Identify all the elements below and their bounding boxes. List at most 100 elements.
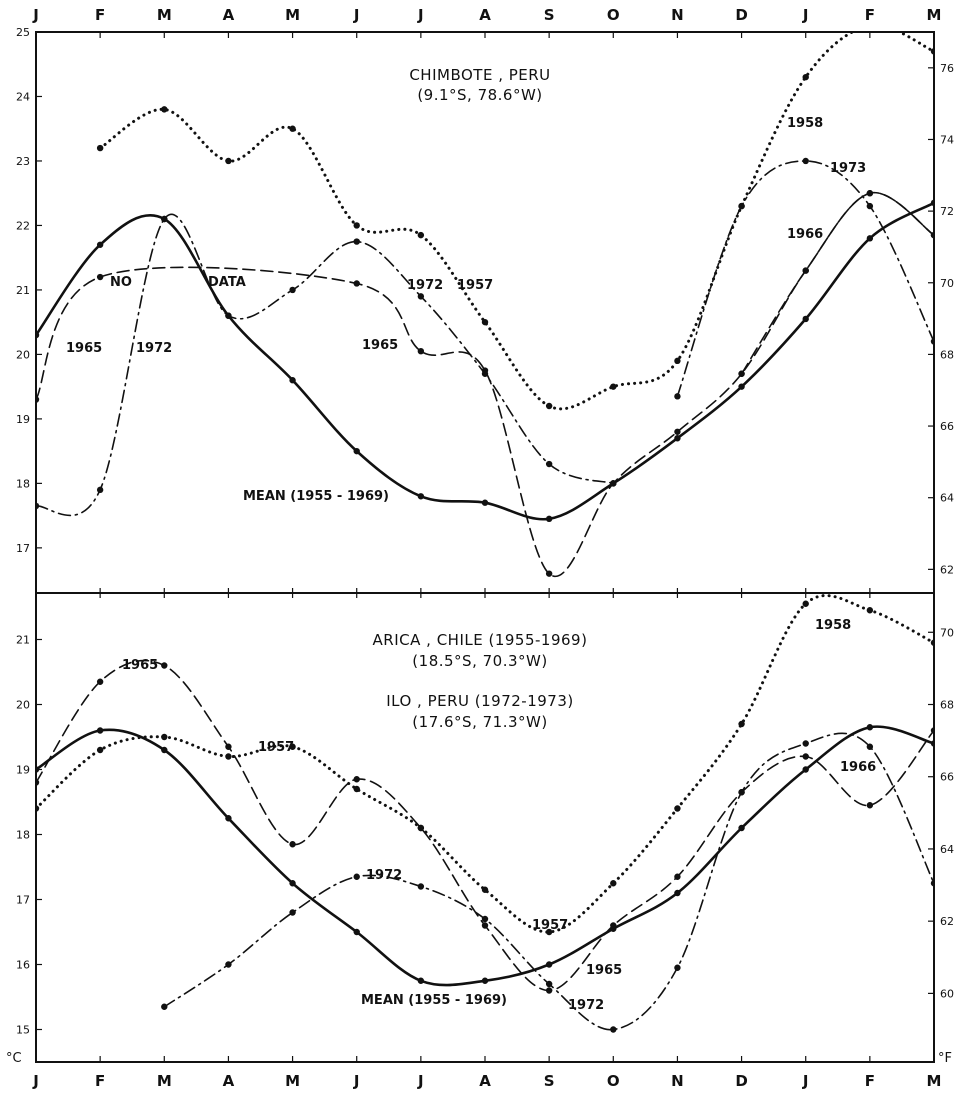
data-point [866, 724, 874, 731]
month-label-top: F [865, 6, 875, 24]
data-point [96, 727, 104, 734]
data-point [866, 235, 874, 242]
series-line [36, 201, 934, 521]
data-point [930, 338, 934, 345]
top-subtitle: (9.1°S, 78.6°W) [417, 86, 542, 104]
data-point [353, 873, 360, 880]
data-point [930, 880, 934, 887]
data-point [417, 824, 425, 832]
label-1957-bottom-left: 1957 [258, 740, 294, 755]
data-point [610, 480, 617, 487]
data-point [738, 720, 745, 728]
month-label-top: J [417, 6, 424, 24]
data-point [225, 312, 232, 319]
data-point [674, 435, 681, 442]
y-tick-label-right: 76 [940, 62, 954, 75]
data-point [96, 678, 104, 685]
y-tick-label-left: 24 [16, 90, 30, 103]
y-tick-label-left: 17 [16, 894, 30, 907]
plot-frame [35, 31, 935, 1063]
label-data: DATA [208, 275, 246, 290]
month-label-top: F [95, 6, 105, 24]
y-tick-label-left: 25 [16, 26, 30, 39]
y-tick-label-right: 70 [940, 626, 954, 639]
data-point [417, 883, 425, 890]
data-point [289, 909, 296, 916]
month-label-bottom: J [353, 1072, 360, 1090]
label-1972-bottom-left: 1972 [366, 868, 402, 883]
series-line [98, 32, 934, 411]
chart-series [36, 32, 934, 1033]
y-tick-label-left: 20 [16, 699, 30, 712]
data-point [802, 73, 809, 81]
data-point [930, 231, 934, 239]
bottom-subtitle: (18.5°S, 70.3°W) [412, 652, 547, 670]
data-point [353, 776, 360, 783]
data-point [289, 377, 296, 384]
panel-series-group [36, 594, 934, 1033]
panel-series-group [36, 32, 934, 578]
label-1972-bottom-mid: 1972 [568, 998, 604, 1013]
y-tick-label-right: 64 [940, 492, 954, 505]
month-label-bottom: O [607, 1072, 620, 1090]
month-label-bottom: M [157, 1072, 172, 1090]
month-label-bottom: J [802, 1072, 809, 1090]
data-point [36, 396, 40, 403]
label-1958-bottom: 1958 [815, 618, 851, 633]
y-tick-label-left: 18 [16, 829, 30, 842]
y-tick-label-left: 21 [16, 284, 30, 297]
data-point [802, 600, 809, 607]
month-label-top: J [32, 6, 39, 24]
label-no: NO [110, 275, 132, 290]
label-1957-top: 1957 [457, 278, 493, 293]
data-point [353, 928, 360, 936]
data-point [289, 286, 296, 294]
y-tick-label-right: 62 [940, 563, 954, 576]
month-label-top: M [285, 6, 300, 24]
month-label-bottom: J [417, 1072, 424, 1090]
y-tick-label-right: 74 [940, 133, 954, 146]
data-point [930, 639, 934, 646]
data-point [866, 190, 874, 197]
data-point [96, 486, 104, 494]
y-tick-label-right: 66 [940, 771, 954, 784]
month-label-bottom: F [95, 1072, 105, 1090]
data-point [674, 889, 681, 897]
month-label-bottom: M [927, 1072, 942, 1090]
month-label-bottom: S [544, 1072, 555, 1090]
month-label-bottom: A [223, 1072, 235, 1090]
data-point [353, 447, 360, 455]
data-point [674, 357, 681, 365]
data-point [353, 785, 360, 793]
data-point [802, 267, 809, 274]
data-point [161, 215, 168, 223]
data-point [802, 315, 809, 323]
data-point [545, 961, 553, 968]
y-tick-label-left: 19 [16, 413, 30, 426]
data-point [36, 779, 40, 786]
series-line [36, 191, 934, 578]
data-point [481, 370, 489, 377]
data-point [610, 922, 617, 929]
data-point [866, 607, 874, 614]
chart-axes: J J F F M M A A M M J J J J A A S S O O N N D D J J F F M M 17 18 19 20 21… [16, 6, 954, 1090]
y-tick-label-right: 68 [940, 348, 954, 361]
series-line [36, 659, 934, 992]
label-mean-top: MEAN (1955 - 1969) [243, 489, 389, 504]
data-point [802, 740, 809, 747]
series-line [676, 160, 934, 398]
data-point [161, 662, 168, 669]
data-point [289, 880, 296, 887]
y-tick-label-left: 16 [16, 959, 30, 972]
label-1958-top: 1958 [787, 116, 823, 131]
data-point [802, 766, 809, 773]
y-tick-label-right: 60 [940, 987, 954, 1000]
month-label-top: A [223, 6, 235, 24]
data-point [545, 515, 553, 523]
month-label-top: J [353, 6, 360, 24]
data-point [225, 815, 232, 822]
data-point [481, 922, 489, 929]
y-tick-label-right: 70 [940, 277, 954, 290]
month-label-bottom: D [735, 1072, 747, 1090]
